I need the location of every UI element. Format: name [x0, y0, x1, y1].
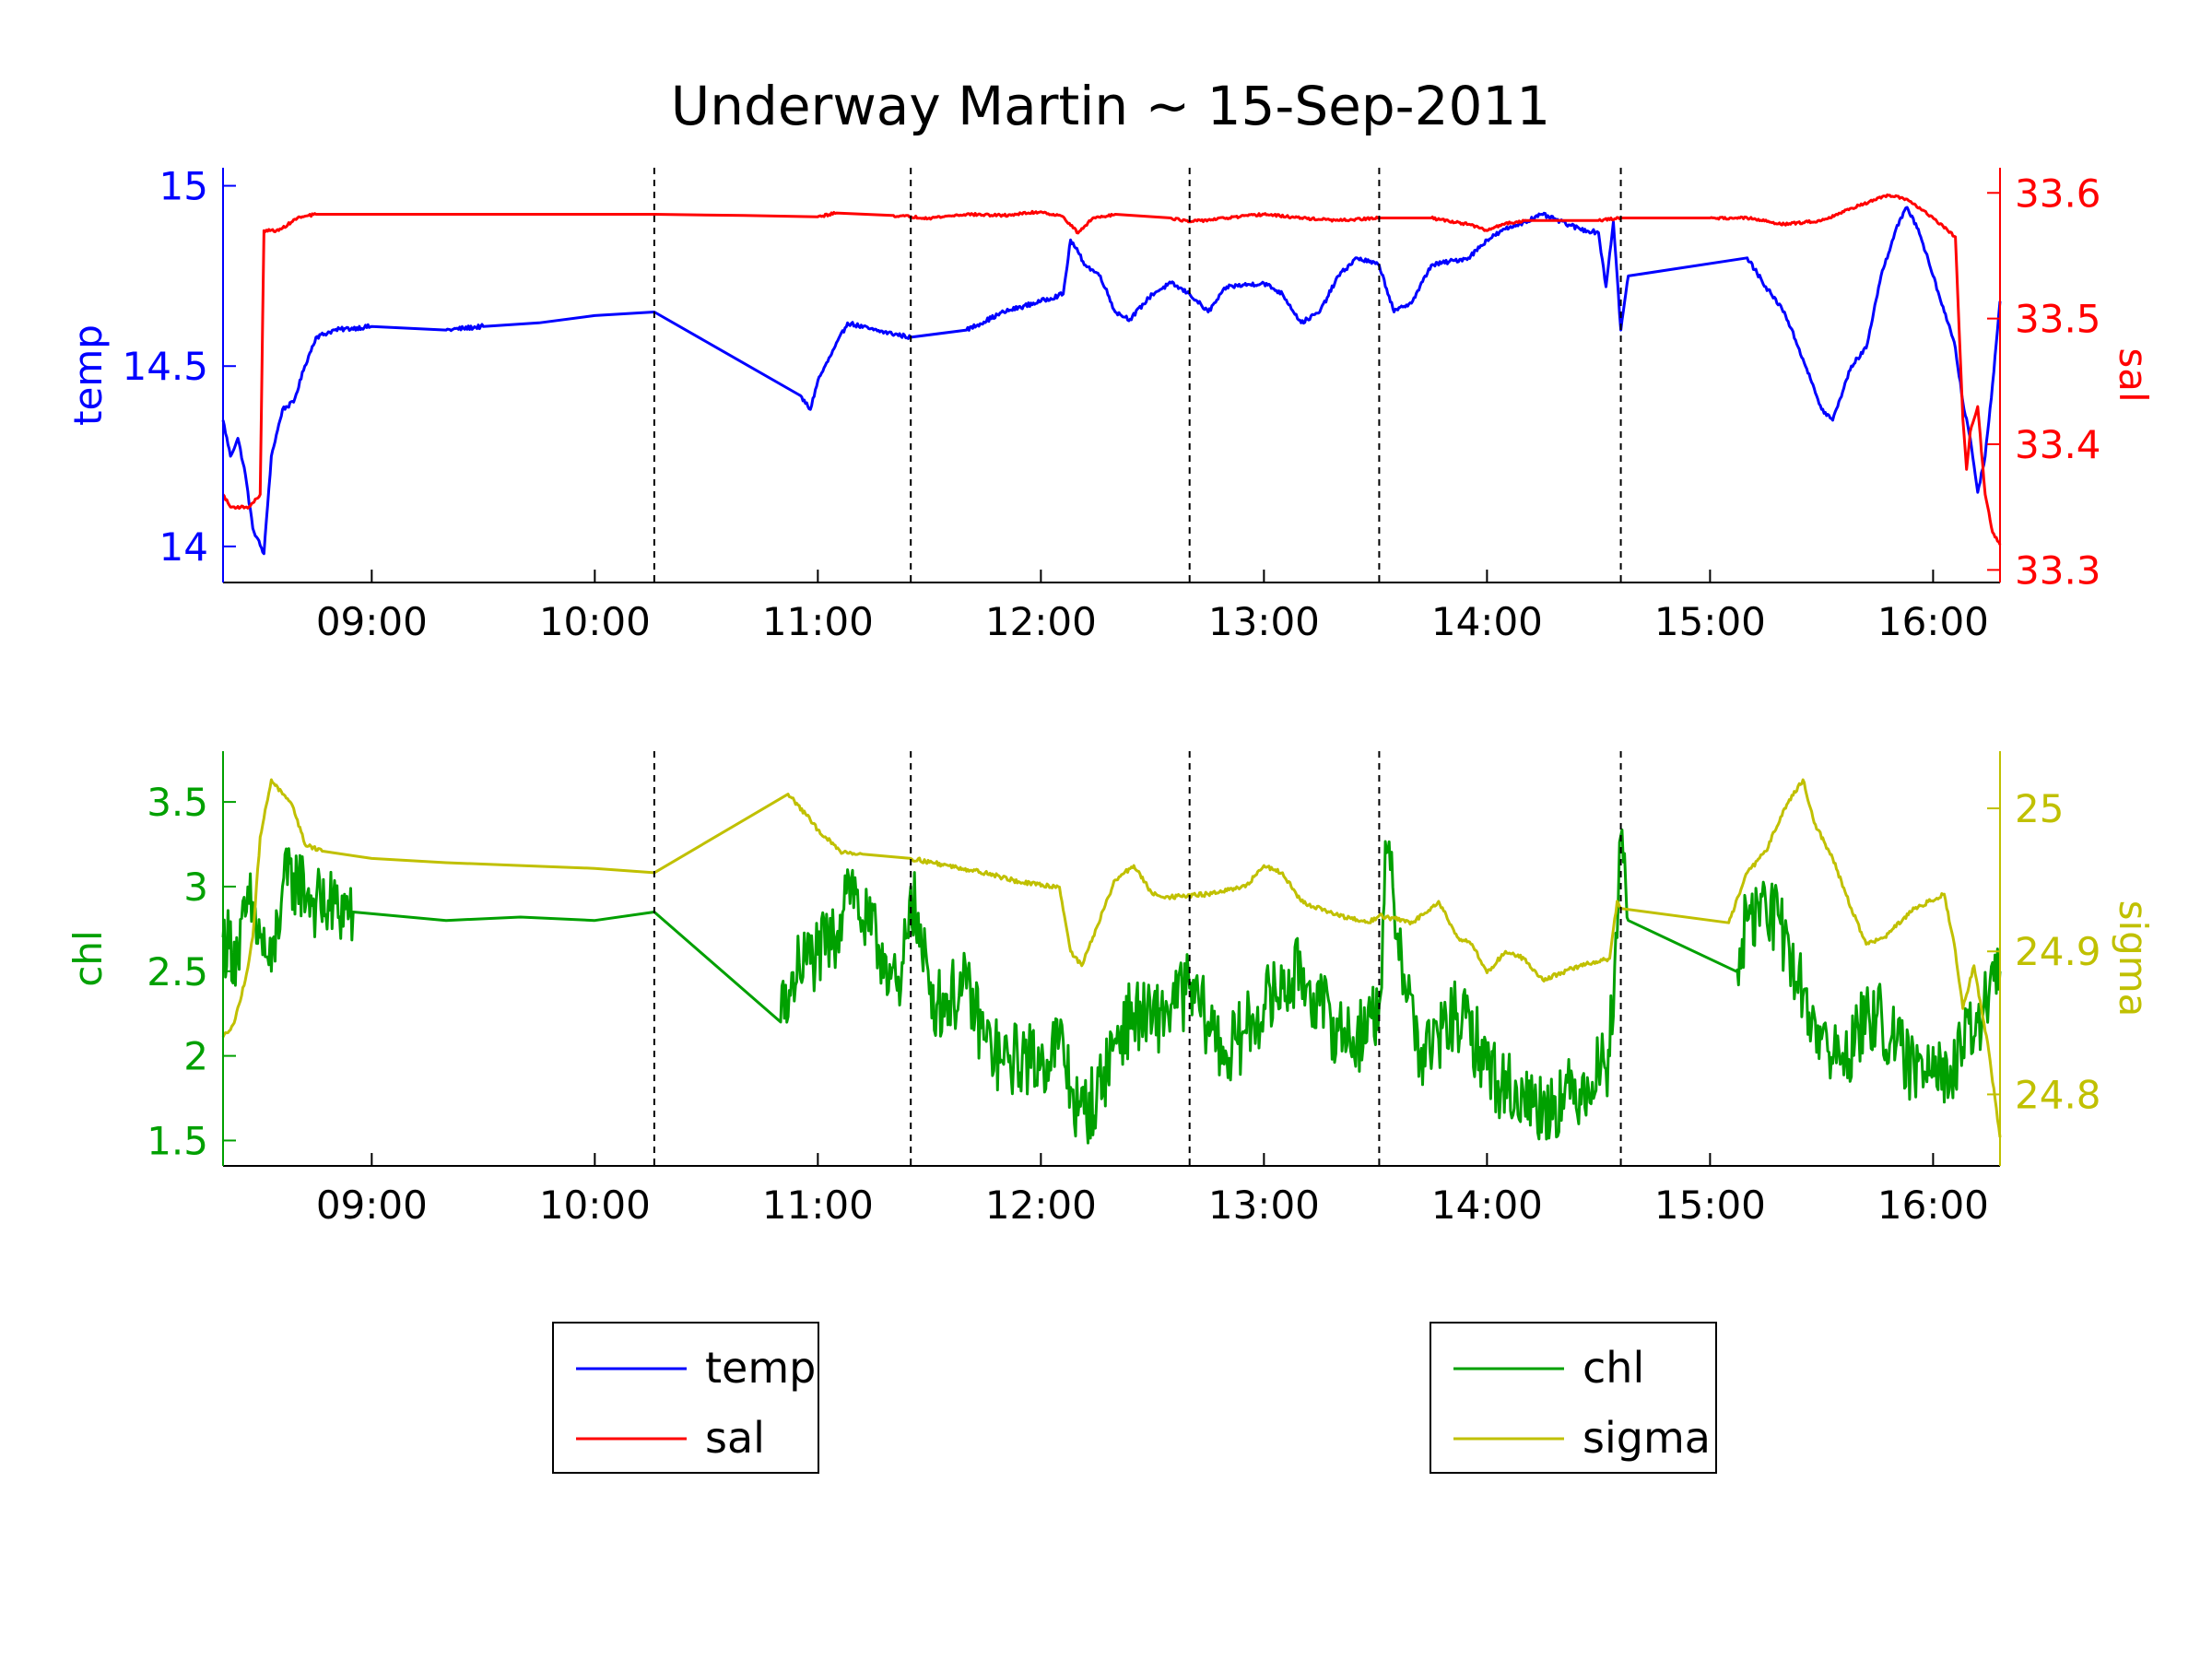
- left-tick-label: 14.5: [122, 344, 208, 389]
- left-axis-title: temp: [65, 324, 111, 426]
- x-tick-label: 15:00: [1654, 1182, 1766, 1228]
- left-tick-label: 14: [159, 524, 208, 570]
- legend-label: temp: [705, 1343, 816, 1393]
- legend-1: temp sal: [552, 1322, 819, 1474]
- x-tick-label: 10:00: [539, 599, 651, 644]
- right-tick-label: 25: [2015, 786, 2064, 831]
- x-tick-label: 14:00: [1431, 1182, 1543, 1228]
- series-chl: [221, 828, 2002, 1145]
- series-sigma: [221, 778, 2002, 1138]
- legend-box: [1430, 1322, 1717, 1474]
- legend-2: chl sigma: [1430, 1322, 1717, 1474]
- left-tick-label: 15: [159, 164, 208, 209]
- right-tick-label: 33.4: [2015, 422, 2101, 467]
- x-tick-label: 15:00: [1654, 599, 1766, 644]
- x-tick-label: 13:00: [1208, 1182, 1320, 1228]
- left-tick-label: 3: [183, 865, 208, 910]
- x-tick-label: 10:00: [539, 1182, 651, 1228]
- right-tick-label: 33.3: [2015, 547, 2101, 593]
- series-temp: [221, 206, 2002, 556]
- left-tick-label: 3.5: [147, 780, 208, 825]
- legend-label: sigma: [1583, 1413, 1711, 1463]
- right-tick-label: 24.9: [2015, 929, 2101, 974]
- x-tick-label: 16:00: [1877, 1182, 1989, 1228]
- left-tick-label: 2.5: [147, 949, 208, 994]
- right-axis-title: sigma: [2111, 900, 2156, 1018]
- legend-label: sal: [705, 1413, 765, 1463]
- x-tick-label: 12:00: [985, 1182, 1097, 1228]
- right-tick-label: 33.5: [2015, 297, 2101, 342]
- chart-panel-2: 09:00 10:00 11:00 12:00 13:00 14:00 15:00 16:00…: [65, 751, 2156, 1228]
- x-tick-label: 11:00: [762, 1182, 874, 1228]
- left-tick-label: 2: [183, 1034, 208, 1079]
- right-tick-label: 33.6: [2015, 171, 2101, 216]
- x-tick-label: 11:00: [762, 599, 874, 644]
- left-axis-title: chl: [65, 930, 111, 986]
- legend-label: chl: [1583, 1343, 1644, 1393]
- x-tick-label: 16:00: [1877, 599, 1989, 644]
- chart-title: Underway Martin ~ 15-Sep-2011: [671, 75, 1550, 137]
- chart-panel-1: 09:00 10:00 11:00 12:00 13:00 14:00 15:00 16:00…: [65, 164, 2156, 644]
- x-tick-label: 09:00: [316, 1182, 428, 1228]
- series-sal: [221, 193, 2002, 546]
- x-tick-label: 09:00: [316, 599, 428, 644]
- left-tick-label: 1.5: [147, 1118, 208, 1163]
- right-tick-label: 24.8: [2015, 1072, 2101, 1117]
- x-tick-label: 14:00: [1431, 599, 1543, 644]
- legend-box: [552, 1322, 819, 1474]
- x-tick-label: 12:00: [985, 599, 1097, 644]
- x-tick-label: 13:00: [1208, 599, 1320, 644]
- right-axis-title: sal: [2111, 347, 2156, 402]
